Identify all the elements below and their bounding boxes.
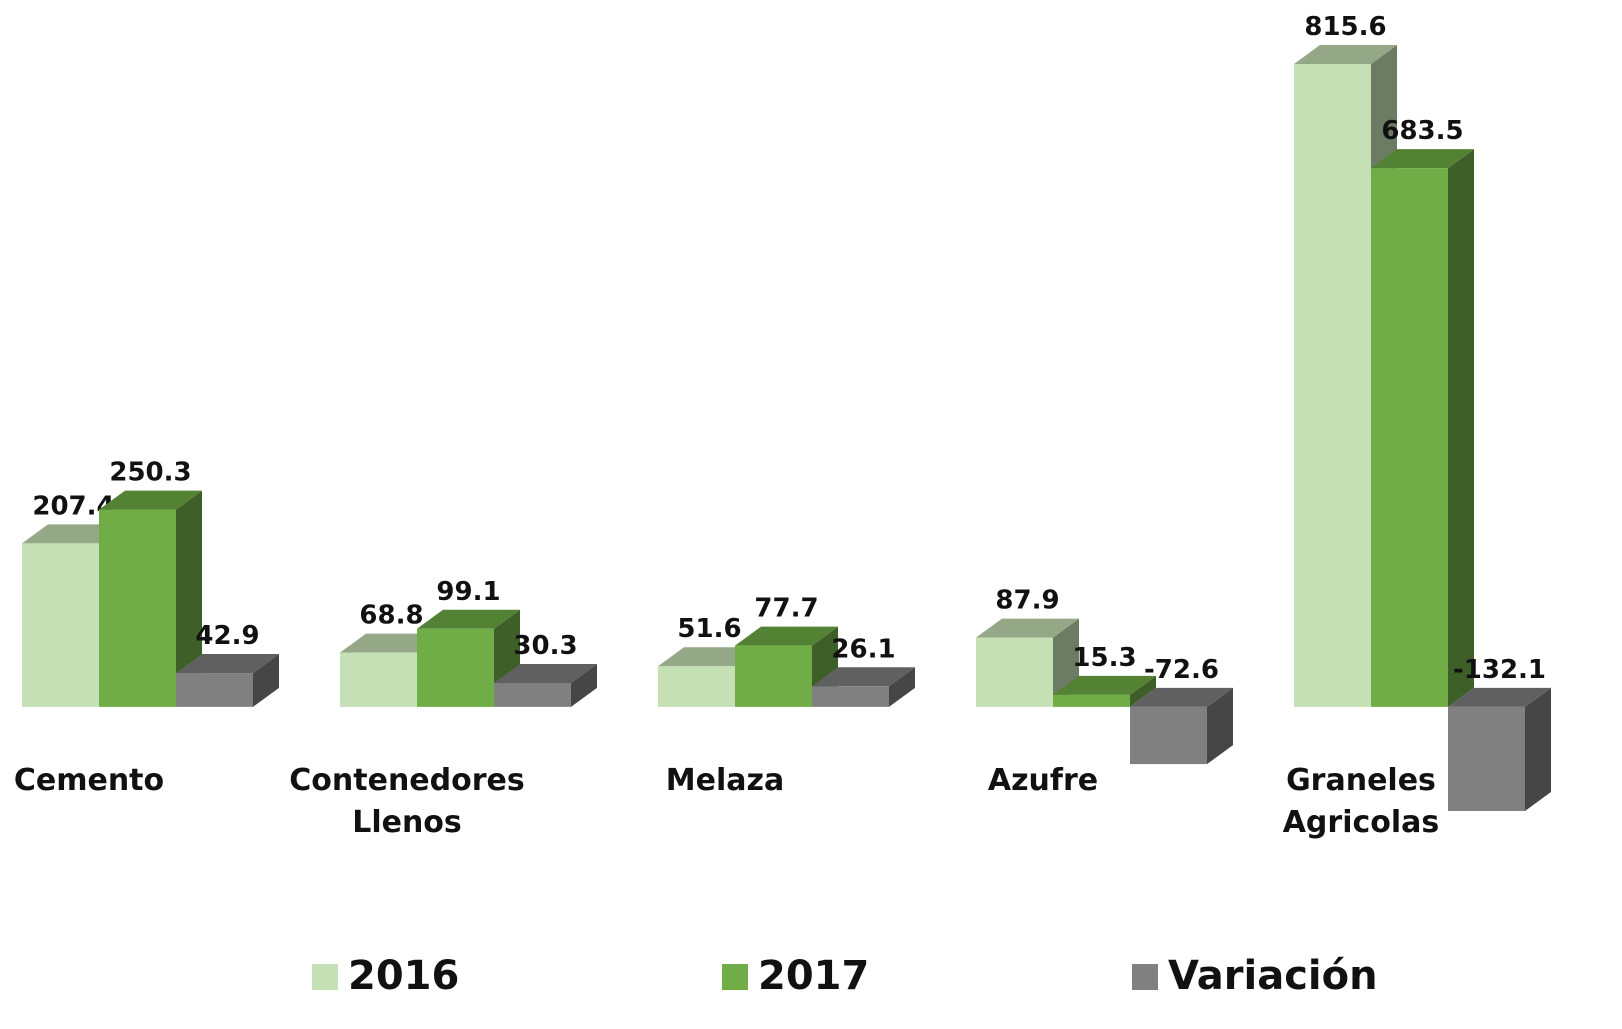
bar xyxy=(1448,687,1551,811)
bar-front xyxy=(1130,706,1207,765)
bar-front xyxy=(1371,168,1448,707)
category-label: Graneles Agricolas xyxy=(1283,763,1440,840)
value-label: 77.7 xyxy=(754,594,818,624)
value-label: 42.9 xyxy=(195,621,259,651)
bar-front xyxy=(976,637,1053,707)
value-label: 68.8 xyxy=(359,601,423,631)
bar-side xyxy=(253,654,279,707)
bar-top xyxy=(1130,687,1233,707)
bar-side xyxy=(571,663,597,707)
bar xyxy=(99,490,202,707)
bar-top xyxy=(417,609,520,629)
bar-top xyxy=(812,667,915,687)
category-label: Melaza xyxy=(666,763,784,798)
bar-front xyxy=(22,543,99,707)
bar-side xyxy=(1525,687,1551,811)
legend-swatch xyxy=(312,964,338,990)
value-label: 250.3 xyxy=(109,458,191,488)
bar-top xyxy=(1371,149,1474,169)
value-label: 99.1 xyxy=(436,577,500,607)
bar-front xyxy=(1448,706,1525,811)
bar xyxy=(494,663,597,707)
bar xyxy=(1130,687,1233,765)
legend-swatch xyxy=(1132,964,1158,990)
bar-top xyxy=(735,626,838,646)
bar-front xyxy=(176,673,253,707)
category-label: Azufre xyxy=(988,763,1098,798)
bar-top xyxy=(976,618,1079,638)
bar-top xyxy=(1448,687,1551,707)
bar-top xyxy=(494,663,597,683)
bar-front xyxy=(340,652,417,707)
bar-front xyxy=(1294,64,1371,707)
value-label: 26.1 xyxy=(831,634,895,664)
bar-top xyxy=(1294,45,1397,64)
value-label: 51.6 xyxy=(677,614,741,644)
bar xyxy=(735,626,838,707)
bar-side xyxy=(889,667,915,707)
value-label: -72.6 xyxy=(1144,655,1219,685)
legend-label: 2017 xyxy=(758,953,869,999)
bar-top xyxy=(1053,675,1156,695)
bar-side xyxy=(176,490,202,707)
bar-top xyxy=(176,654,279,674)
bar-top xyxy=(99,490,202,510)
value-label: 87.9 xyxy=(995,586,1059,616)
bar-front xyxy=(494,682,571,707)
bar-front xyxy=(1053,694,1130,707)
value-label: -132.1 xyxy=(1453,655,1546,685)
bar-front xyxy=(735,645,812,707)
legend-swatch xyxy=(722,964,748,990)
bar xyxy=(812,667,915,707)
value-label: 683.5 xyxy=(1381,116,1463,146)
category-label: Contenedores Llenos xyxy=(289,763,524,840)
bar-front xyxy=(417,628,494,707)
bar xyxy=(1371,149,1474,707)
bar-front xyxy=(99,509,176,707)
bar-front xyxy=(812,686,889,707)
legend-label: Variación xyxy=(1168,953,1378,999)
bar-side xyxy=(1448,149,1474,707)
bar-front xyxy=(658,666,735,707)
bar xyxy=(176,654,279,707)
legend-label: 2016 xyxy=(348,953,459,999)
value-label: 15.3 xyxy=(1072,643,1136,673)
category-label: Cemento xyxy=(14,763,164,798)
bar xyxy=(1053,675,1156,707)
bar-side xyxy=(1130,675,1156,707)
value-label: 30.3 xyxy=(513,631,577,661)
value-label: 815.6 xyxy=(1304,12,1386,42)
bar-side xyxy=(1207,687,1233,765)
